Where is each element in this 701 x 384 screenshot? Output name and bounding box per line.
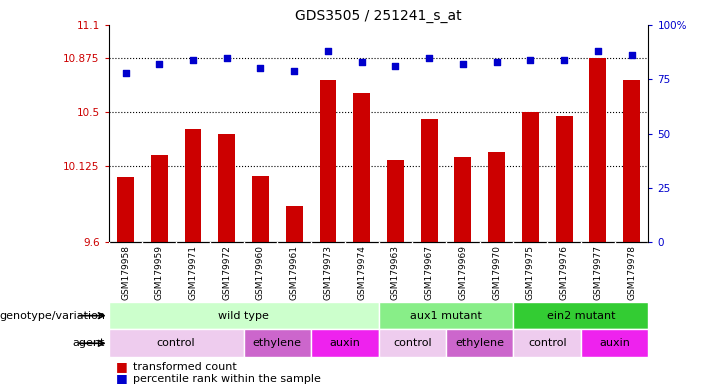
Bar (218, 134, 235, 242)
Text: GSM179977: GSM179977 (593, 245, 602, 300)
Point (626, 52, 637, 58)
Bar (522, 112, 539, 242)
Bar (556, 116, 573, 242)
Text: genotype/variation: genotype/variation (0, 311, 105, 321)
Text: GSM179961: GSM179961 (290, 245, 299, 300)
Bar (379, 329, 446, 357)
Point (154, 61, 165, 67)
Bar (623, 80, 640, 242)
Text: control: control (528, 338, 566, 348)
Text: ethylene: ethylene (253, 338, 302, 348)
Text: ■: ■ (116, 372, 131, 384)
Bar (488, 152, 505, 242)
Text: aux1 mutant: aux1 mutant (410, 311, 482, 321)
Text: GSM179960: GSM179960 (256, 245, 265, 300)
Bar (446, 329, 514, 357)
Point (221, 55, 232, 61)
Bar (353, 93, 370, 242)
Point (390, 63, 401, 70)
Title: GDS3505 / 251241_s_at: GDS3505 / 251241_s_at (295, 8, 462, 23)
Bar (311, 329, 379, 357)
Bar (320, 80, 336, 242)
Text: auxin: auxin (599, 338, 630, 348)
Bar (109, 302, 379, 329)
Text: GSM179976: GSM179976 (559, 245, 569, 300)
Point (592, 48, 604, 54)
Text: control: control (157, 338, 196, 348)
Bar (244, 329, 311, 357)
Text: GSM179975: GSM179975 (526, 245, 535, 300)
Point (255, 65, 266, 71)
Text: GSM179971: GSM179971 (189, 245, 198, 300)
Point (525, 57, 536, 63)
Text: percentile rank within the sample: percentile rank within the sample (133, 374, 321, 384)
Point (356, 59, 367, 65)
Bar (379, 302, 514, 329)
Bar (514, 302, 648, 329)
Text: GSM179974: GSM179974 (358, 245, 366, 300)
Point (423, 55, 435, 61)
Text: GSM179958: GSM179958 (121, 245, 130, 300)
Text: ■: ■ (116, 360, 131, 373)
Text: GSM179963: GSM179963 (391, 245, 400, 300)
Text: GSM179972: GSM179972 (222, 245, 231, 300)
Bar (581, 329, 648, 357)
Point (120, 70, 131, 76)
Bar (151, 156, 168, 242)
Bar (252, 175, 269, 242)
Point (187, 57, 198, 63)
Bar (590, 58, 606, 242)
Bar (286, 206, 303, 242)
Text: agent: agent (73, 338, 105, 348)
Point (322, 48, 334, 54)
Point (457, 61, 468, 67)
Bar (109, 329, 244, 357)
Text: GSM179959: GSM179959 (155, 245, 164, 300)
Text: wild type: wild type (218, 311, 269, 321)
Bar (454, 157, 471, 242)
Text: GSM179973: GSM179973 (323, 245, 332, 300)
Bar (514, 329, 581, 357)
Point (559, 57, 570, 63)
Text: control: control (393, 338, 432, 348)
Bar (184, 129, 201, 242)
Text: transformed count: transformed count (133, 361, 237, 372)
Bar (387, 160, 404, 242)
Text: GSM179969: GSM179969 (458, 245, 468, 300)
Text: auxin: auxin (329, 338, 360, 348)
Text: ein2 mutant: ein2 mutant (547, 311, 615, 321)
Text: GSM179967: GSM179967 (425, 245, 434, 300)
Bar (117, 177, 134, 242)
Bar (421, 119, 437, 242)
Point (289, 68, 300, 74)
Point (491, 59, 502, 65)
Text: GSM179978: GSM179978 (627, 245, 636, 300)
Text: GSM179970: GSM179970 (492, 245, 501, 300)
Text: ethylene: ethylene (455, 338, 504, 348)
